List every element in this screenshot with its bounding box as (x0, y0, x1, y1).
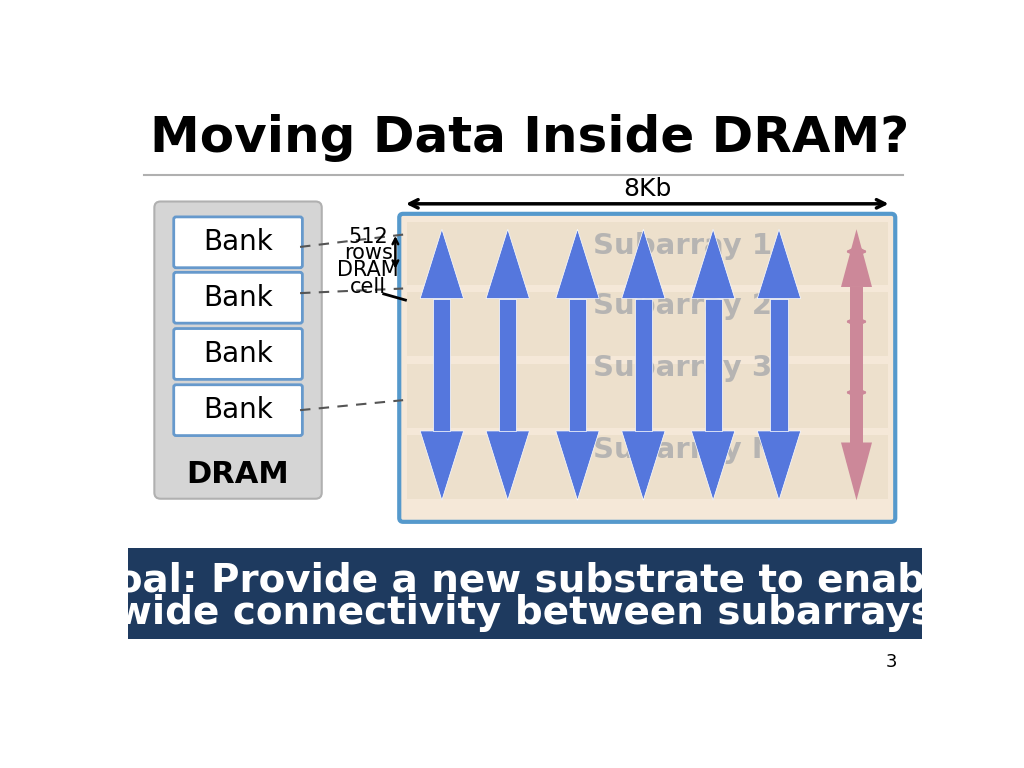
Text: Subarray N: Subarray N (593, 436, 776, 464)
Bar (705, 299, 722, 431)
FancyBboxPatch shape (174, 329, 302, 379)
Text: DRAM: DRAM (186, 460, 290, 488)
Text: DRAM: DRAM (338, 260, 399, 280)
Polygon shape (841, 442, 872, 500)
Polygon shape (622, 229, 665, 299)
FancyBboxPatch shape (155, 201, 322, 498)
Bar (500, 299, 516, 431)
Polygon shape (556, 229, 599, 299)
Text: Subarray 2: Subarray 2 (593, 292, 772, 320)
Bar (635, 299, 652, 431)
FancyBboxPatch shape (174, 385, 302, 435)
Text: Bank: Bank (203, 228, 273, 257)
Text: cell: cell (350, 277, 386, 297)
Bar (770, 299, 787, 431)
Polygon shape (841, 229, 872, 287)
Text: 512: 512 (348, 227, 388, 247)
Text: Bank: Bank (203, 340, 273, 368)
Polygon shape (691, 431, 735, 500)
Bar (407, 435, 888, 498)
Text: Bank: Bank (203, 283, 273, 312)
FancyBboxPatch shape (174, 217, 302, 268)
Text: Goal: Provide a new substrate to enable: Goal: Provide a new substrate to enable (84, 562, 966, 600)
Bar (569, 299, 586, 431)
Text: Subarray 1: Subarray 1 (593, 232, 772, 260)
FancyBboxPatch shape (174, 273, 302, 323)
Text: Bank: Bank (203, 396, 273, 424)
Polygon shape (486, 229, 529, 299)
FancyBboxPatch shape (399, 214, 895, 521)
Text: wide connectivity between subarrays: wide connectivity between subarrays (116, 594, 934, 632)
Polygon shape (556, 431, 599, 500)
Text: Subarray 3: Subarray 3 (593, 354, 772, 382)
Bar (850, 287, 862, 442)
Polygon shape (420, 431, 464, 500)
Text: 3: 3 (886, 654, 897, 671)
Bar (407, 221, 888, 286)
Bar (433, 299, 451, 431)
Bar (407, 293, 888, 356)
Polygon shape (486, 431, 529, 500)
Text: 8Kb: 8Kb (623, 177, 672, 201)
Polygon shape (420, 229, 464, 299)
Polygon shape (758, 229, 801, 299)
Bar (407, 364, 888, 428)
Polygon shape (622, 431, 665, 500)
Polygon shape (691, 229, 735, 299)
Polygon shape (758, 431, 801, 500)
Text: Moving Data Inside DRAM?: Moving Data Inside DRAM? (150, 114, 909, 162)
Bar (128, 548, 922, 639)
Text: rows: rows (344, 243, 392, 263)
